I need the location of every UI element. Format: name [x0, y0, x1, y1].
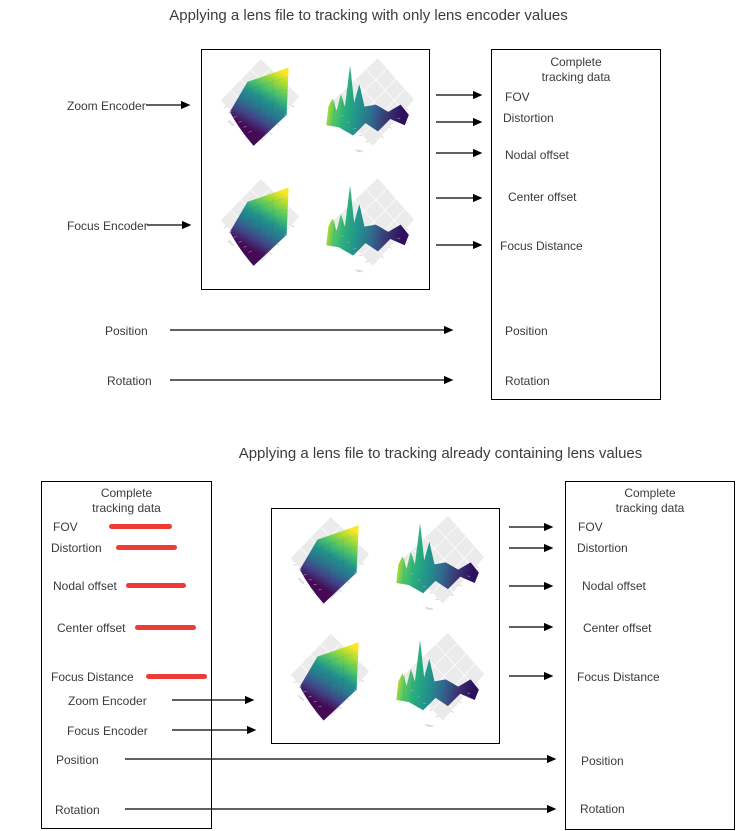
surface-plot-bumpy	[395, 632, 485, 729]
header-line: tracking data	[615, 501, 685, 515]
diagram1-lens-file-box	[201, 49, 430, 290]
input-focus-encoder: Focus Encoder	[67, 724, 148, 738]
struck-item-distortion: Distortion	[51, 541, 102, 555]
output-item-nodal-offset: Nodal offset	[505, 148, 569, 162]
output-item-fov: FOV	[578, 520, 603, 534]
strikeout-bar-distortion	[116, 545, 177, 550]
strikeout-bar-center-offset	[135, 625, 196, 630]
input-rotation: Rotation	[107, 374, 152, 388]
struck-item-fov: FOV	[53, 520, 78, 534]
strikeout-bar-focus-distance	[146, 674, 207, 679]
header-line: tracking data	[541, 70, 611, 84]
input-zoom-encoder: Zoom Encoder	[68, 694, 147, 708]
header-line: Complete	[624, 486, 676, 500]
surface-plot-smooth	[290, 633, 370, 722]
surface-plot-smooth	[220, 178, 300, 266]
output-item-fov: FOV	[505, 90, 530, 104]
output-item-position: Position	[581, 754, 624, 768]
strikeout-bar-nodal-offset	[126, 583, 186, 588]
output-item-distortion: Distortion	[503, 111, 554, 125]
output-item-focus-distance: Focus Distance	[577, 670, 660, 684]
header-line: tracking data	[92, 501, 161, 515]
surface-plot-bumpy	[395, 515, 485, 612]
input-position: Position	[105, 324, 148, 338]
struck-item-focus-distance: Focus Distance	[51, 670, 134, 684]
diagram2-input-box	[41, 481, 212, 829]
input-rotation: Rotation	[55, 803, 100, 817]
output-item-distortion: Distortion	[577, 541, 628, 555]
output-item-rotation: Rotation	[580, 802, 625, 816]
struck-item-center-offset: Center offset	[57, 621, 126, 635]
input-position: Position	[56, 753, 99, 767]
diagram2-input-header: Complete tracking data	[41, 486, 212, 516]
surface-plot-bumpy	[325, 177, 415, 274]
surface-plot-smooth	[220, 58, 300, 147]
surface-plot-smooth	[290, 516, 370, 605]
output-item-position: Position	[505, 324, 548, 338]
diagram2-output-header: Complete tracking data	[565, 486, 735, 516]
input-focus-encoder: Focus Encoder	[67, 219, 148, 233]
diagram1-title: Applying a lens file to tracking with on…	[169, 7, 568, 24]
header-line: Complete	[550, 55, 602, 69]
diagram1-output-box	[491, 49, 661, 400]
diagram2-output-box	[565, 481, 735, 830]
output-item-center-offset: Center offset	[583, 621, 652, 635]
output-item-center-offset: Center offset	[508, 190, 577, 204]
diagram1-surface-plots	[202, 50, 429, 289]
diagram2-lens-file-box	[271, 508, 500, 744]
diagram2-surface-plots	[272, 509, 499, 743]
diagram1-output-header: Complete tracking data	[491, 55, 661, 85]
output-item-rotation: Rotation	[505, 374, 550, 388]
header-line: Complete	[100, 486, 153, 500]
input-zoom-encoder: Zoom Encoder	[67, 99, 146, 113]
output-item-nodal-offset: Nodal offset	[582, 579, 646, 593]
strikeout-bar-fov	[109, 524, 172, 529]
struck-item-nodal-offset: Nodal offset	[53, 579, 117, 593]
output-item-focus-distance: Focus Distance	[500, 239, 583, 253]
diagram2-title: Applying a lens file to tracking already…	[238, 445, 643, 462]
surface-plot-bumpy	[325, 57, 415, 154]
